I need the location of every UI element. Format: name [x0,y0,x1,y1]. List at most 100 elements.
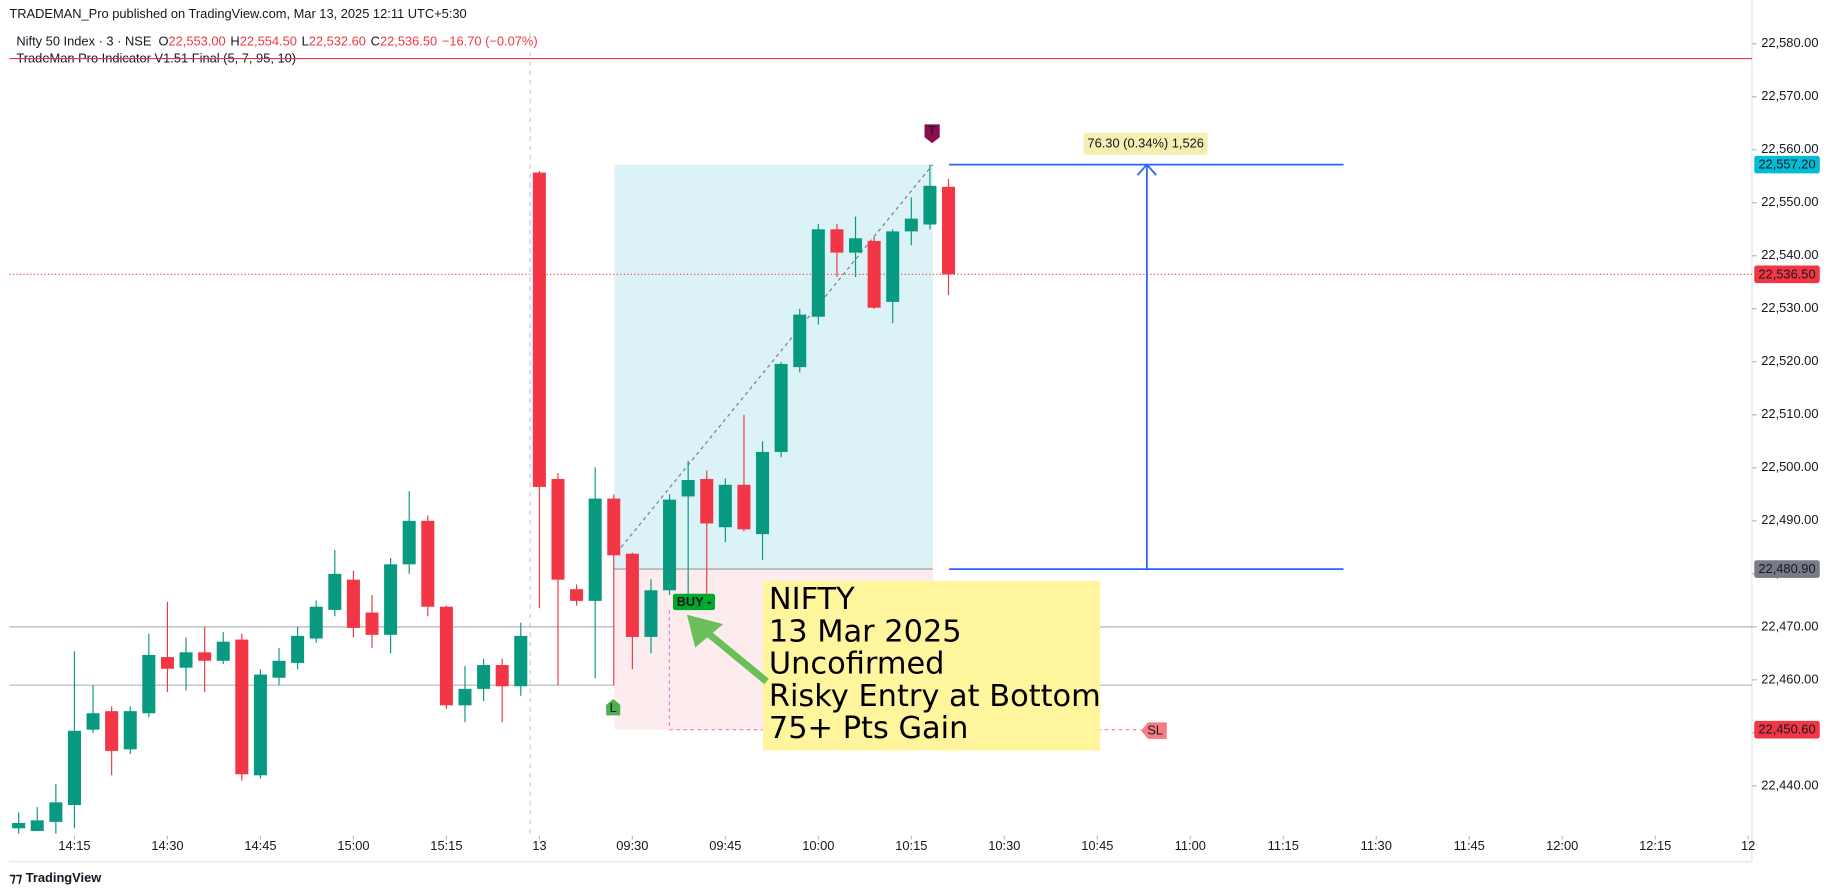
annotation-arrow-shaft [704,629,769,685]
candle-body [718,484,732,528]
candle-body [142,654,156,714]
y-tick-label: 22,550.00 [1761,194,1818,209]
ohlc-value: 22,536.50 [380,34,437,49]
y-tick-label: 22,570.00 [1761,88,1818,103]
ohlc-key: L [302,34,309,49]
price-label-bg [1754,155,1820,174]
annotation-arrow-head [686,614,724,648]
buy-marker-text: BUY - [677,594,712,609]
candle-body [942,186,956,275]
low-marker-text: L [610,700,617,715]
candle-body [923,185,937,225]
ohlc-key: C [371,34,380,49]
ohlc-value: 22,554.50 [240,34,297,49]
price-label: 22,557.20 [1758,157,1815,172]
candle-body [495,665,509,687]
y-tick-label: 22,440.00 [1761,777,1818,792]
x-tick-label: 13 [532,838,546,853]
candle-body [830,229,844,253]
y-tick-label: 22,460.00 [1761,671,1818,686]
x-tick-label: 14:30 [151,838,183,853]
annotation-line: 13 Mar 2025 [769,614,962,649]
footer: ⁊⁊ TradingView [9,871,102,886]
ohlc-key: H [230,34,239,49]
candle-body [514,635,528,687]
price-label: 22,536.50 [1758,266,1815,281]
x-tick-label: 09:30 [616,838,648,853]
candle-body [793,314,807,368]
candle-body [663,499,677,591]
candle-body [179,652,193,668]
ohlc-key: O [158,34,168,49]
candle-body [811,229,825,317]
candle-body [681,480,695,497]
candle-body [365,612,379,635]
indicator: TradeMan Pro Indicator V1.51 Final (5, 7… [16,50,296,65]
logo: ⁊⁊ [9,871,25,886]
candle-body [458,688,472,706]
candle-body [49,802,63,822]
candle-body [309,606,323,639]
candle-body [384,564,398,635]
x-tick-label: 10:45 [1081,838,1113,853]
candle-body [291,635,305,663]
candle-body [328,573,342,610]
candle-body [644,590,658,637]
profit-zone [614,164,933,570]
y-tick-label: 22,540.00 [1761,247,1818,262]
candle-body [904,218,918,232]
candle-body [700,478,714,524]
measure-label-bg [1083,132,1208,155]
annotation-line: NIFTY [769,582,855,617]
candle-body [253,674,267,776]
ohlc-value: 22,553.00 [168,34,225,49]
x-tick-label: 10:15 [895,838,927,853]
y-tick-label: 22,580.00 [1761,35,1818,50]
candle-body [439,606,453,706]
change: −16.70 (−0.07%) [442,34,538,49]
target-marker [924,124,940,144]
x-tick-label: 11:15 [1268,838,1299,853]
measure-label: 76.30 (0.34%) 1,526 [1087,136,1204,151]
candle-body [12,823,26,829]
x-tick-label: 10:00 [802,838,834,853]
y-tick-label: 22,470.00 [1761,618,1818,633]
candle-body [551,478,565,580]
x-tick-label: 15:15 [430,838,462,853]
arrow-head [1136,163,1157,176]
x-tick-label: 10:30 [988,838,1020,853]
x-tick-label: 12:00 [1546,838,1578,853]
y-tick-label: 22,490.00 [1761,512,1818,527]
annotation-box [763,580,1101,751]
x-tick-label: 14:15 [58,838,90,853]
ohlc-value: 22,532.60 [309,34,366,49]
annotation-line: Risky Entry at Bottom [769,679,1101,714]
price-label-bg [1754,720,1820,739]
candle-body [756,451,770,535]
symbol: Nifty 50 Index · 3 · NSE [16,34,151,49]
x-tick-label: 09:45 [709,838,741,853]
candle-body [30,820,44,831]
y-tick-label: 22,530.00 [1761,300,1818,315]
candle-body [867,240,881,308]
x-tick-label: 11:45 [1454,838,1485,853]
candle-body [607,498,621,556]
x-tick-label: 12 [1741,838,1755,853]
candle-body [477,665,491,689]
price-label: 22,450.60 [1758,722,1815,737]
x-tick-label: 11:00 [1175,838,1206,853]
target-marker-text: T [928,123,936,138]
annotation-line: Uncofirmed [769,647,945,682]
price-label-bg [1754,265,1820,284]
candle-body [886,231,900,302]
candle-body [86,713,100,730]
y-tick-label: 22,510.00 [1761,406,1818,421]
candle-body [272,660,286,678]
x-tick-label: 12:15 [1639,838,1671,853]
trend-path [616,164,934,554]
buy-marker [672,593,716,611]
price-label-bg [1754,560,1820,578]
candle-body [737,484,751,530]
low-marker [606,699,621,716]
